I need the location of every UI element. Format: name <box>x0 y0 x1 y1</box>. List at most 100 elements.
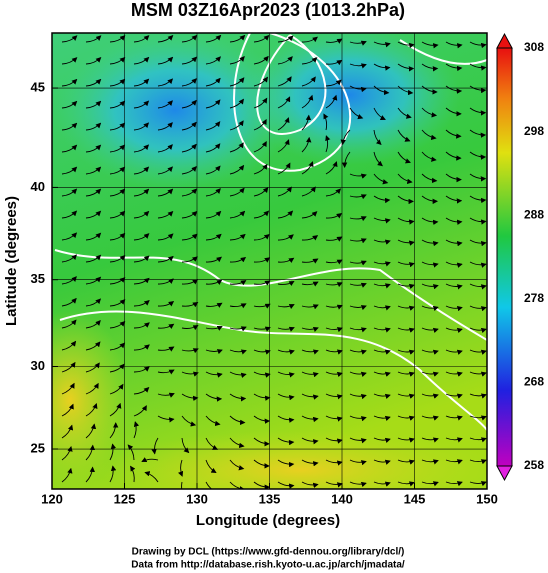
streamline <box>277 257 295 264</box>
streamline <box>181 393 199 402</box>
streamline <box>421 437 439 443</box>
streamline <box>109 255 126 263</box>
streamline <box>181 56 198 65</box>
colorbar-tick-label: 288 <box>524 207 544 221</box>
streamline <box>85 254 102 263</box>
streamline <box>349 107 364 120</box>
streamline <box>253 34 270 43</box>
streamline <box>301 211 318 219</box>
streamline <box>349 40 367 46</box>
streamline <box>181 210 198 219</box>
streamline <box>421 415 439 421</box>
streamline <box>229 120 244 131</box>
streamline <box>421 459 439 465</box>
streamline <box>253 118 267 131</box>
streamline <box>61 319 77 329</box>
streamline <box>157 166 174 175</box>
streamline <box>445 151 462 161</box>
streamline <box>205 326 223 331</box>
streamline <box>109 383 124 395</box>
streamline <box>157 415 175 423</box>
streamline <box>373 195 391 204</box>
streamline <box>397 151 411 164</box>
streamline <box>178 459 184 477</box>
streamline <box>85 166 102 175</box>
streamline <box>469 459 487 465</box>
streamline <box>445 481 463 487</box>
streamline <box>109 465 117 483</box>
streamline <box>61 403 74 417</box>
streamline <box>229 280 247 286</box>
streamline <box>133 300 150 307</box>
streamline <box>133 255 150 263</box>
streamline <box>205 77 221 87</box>
streamline <box>277 326 295 332</box>
streamline <box>157 255 174 263</box>
colorbar-min-arrow <box>496 465 513 482</box>
streamline <box>445 349 463 355</box>
y-tick-label: 25 <box>31 440 45 455</box>
streamline <box>469 41 487 49</box>
streamline <box>85 320 101 329</box>
streamline <box>229 187 245 197</box>
streamline <box>373 371 391 377</box>
streamline <box>253 97 268 109</box>
streamline <box>109 422 119 439</box>
x-tick-label: 130 <box>186 491 208 506</box>
streamline <box>205 279 223 285</box>
streamline <box>349 393 367 400</box>
streamline <box>253 55 269 65</box>
streamline <box>397 195 414 205</box>
streamline <box>85 298 102 307</box>
streamline <box>277 117 290 131</box>
streamline <box>229 481 246 489</box>
streamline <box>61 445 73 461</box>
streamline <box>253 459 270 469</box>
streamline <box>373 305 391 311</box>
streamline <box>181 371 199 377</box>
streamline <box>229 34 246 43</box>
streamline <box>277 304 295 309</box>
streamline <box>349 63 367 69</box>
streamline <box>469 217 487 225</box>
streamline <box>325 161 338 175</box>
streamline <box>144 471 159 483</box>
streamline <box>325 304 343 310</box>
streamline <box>397 41 415 49</box>
streamline <box>301 258 319 264</box>
streamline <box>373 217 391 224</box>
streamline <box>109 277 126 285</box>
streamline <box>341 151 351 168</box>
cold-region <box>240 33 460 165</box>
streamline <box>61 35 78 43</box>
streamline <box>445 63 463 72</box>
colorbar-tick-label: 258 <box>524 458 544 472</box>
streamline <box>445 129 462 139</box>
streamline <box>109 122 126 131</box>
streamline <box>229 349 247 355</box>
streamline <box>277 186 292 197</box>
streamline <box>130 465 136 483</box>
streamline <box>421 129 437 141</box>
streamline <box>421 173 438 184</box>
streamline <box>133 78 150 87</box>
streamline <box>325 481 343 488</box>
streamline <box>109 35 126 43</box>
streamline <box>229 56 245 65</box>
streamline <box>157 78 174 87</box>
streamline <box>133 366 150 373</box>
streamline <box>133 405 147 417</box>
streamline <box>205 437 219 450</box>
streamline <box>421 261 439 268</box>
streamline <box>205 393 223 402</box>
streamline <box>181 348 199 354</box>
streamline <box>181 279 199 285</box>
streamline <box>469 261 487 268</box>
streamline <box>325 393 343 400</box>
colorbar-tick-label: 278 <box>524 291 544 305</box>
streamline <box>61 361 76 373</box>
streamline <box>445 283 463 290</box>
streamline <box>421 151 437 162</box>
streamline <box>85 444 96 461</box>
streamline <box>277 393 295 401</box>
